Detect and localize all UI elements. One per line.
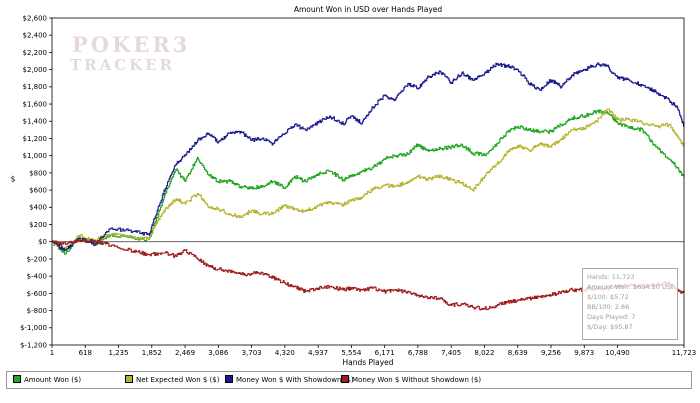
y-tick-label: $1,800 — [23, 83, 48, 91]
y-tick-label: $2,400 — [23, 32, 48, 40]
y-tick-label: $800 — [29, 169, 47, 177]
x-tick-label: 1 — [50, 349, 54, 357]
legend-item-amount-won[interactable]: Amount Won ($) — [13, 375, 81, 385]
x-tick-label: 6,788 — [408, 349, 428, 357]
info-days-played: Days Played: 7 — [587, 313, 636, 321]
x-tick-label: 1,235 — [109, 349, 129, 357]
y-tick-label: $1,400 — [23, 118, 48, 126]
legend-label-net-expected: Net Expected Won $ ($) — [136, 376, 220, 384]
x-tick-label: 6,171 — [375, 349, 395, 357]
legend-label-amount-won: Amount Won ($) — [24, 376, 82, 384]
x-tick-label: 1,852 — [142, 349, 162, 357]
x-axis-title: Hands Played — [342, 358, 393, 367]
info-per-day: $/Day: $95.87 — [587, 323, 633, 331]
x-tick-label: 3,086 — [208, 349, 229, 357]
y-tick-label: $-1,000 — [20, 324, 47, 332]
y-tick-label: $400 — [29, 204, 47, 212]
y-tick-label: $2,000 — [23, 66, 48, 74]
legend-swatch-with-showdown — [225, 375, 233, 383]
y-tick-label: $2,600 — [23, 14, 48, 22]
series-line-net-expected-won — [52, 108, 685, 251]
amount-won-chart: $-1,200 $-1,000 $-800 $-600 $-400 $-200 $0 $200… — [11, 5, 697, 367]
y-tick-label: $2,200 — [23, 49, 48, 57]
legend-label-with-showdown: Money Won $ With Showdown ($) — [236, 376, 354, 384]
y-tick-label: $600 — [29, 187, 47, 195]
x-tick-label: 8,022 — [474, 349, 494, 357]
plot-border — [51, 17, 685, 346]
y-tick-label: $-200 — [27, 255, 47, 263]
x-tick-label: 3,703 — [242, 349, 262, 357]
y-tick-label: $-600 — [27, 290, 47, 298]
info-bb-100: BB/100: 2.86 — [587, 303, 630, 311]
legend-swatch-amount-won — [13, 375, 21, 383]
x-tick-label: 5,554 — [341, 349, 362, 357]
x-axis: 1 618 1,235 1,852 2,469 3,086 3,703 4,320 4,937 5… — [50, 345, 696, 357]
chart-title: Amount Won in USD over Hands Played — [294, 5, 443, 14]
legend-label-without-showdown: Money Won $ Without Showdown ($) — [352, 376, 482, 384]
info-hands: Hands: 11,723 — [587, 273, 635, 281]
watermark-tracker-text: TRACKER — [70, 56, 176, 74]
x-tick-label: 2,469 — [175, 349, 195, 357]
y-axis-title: $ — [11, 175, 16, 184]
info-amount-won: Amount Won: $634.10 USD — [587, 283, 673, 291]
y-tick-label: $-400 — [27, 273, 47, 281]
y-tick-label: $200 — [29, 221, 47, 229]
x-tick-label: 7,405 — [441, 349, 461, 357]
y-tick-label: $1,000 — [23, 152, 48, 160]
legend-item-without-showdown[interactable]: Money Won $ Without Showdown ($) — [341, 375, 481, 385]
legend-item-with-showdown[interactable]: Money Won $ With Showdown ($) — [225, 375, 354, 385]
info-per-100: $/100: $5.72 — [587, 293, 629, 301]
watermark-poker-text: POKER3 — [72, 32, 191, 57]
chart-labels: Amount Won in USD over Hands Played Hands… — [11, 5, 443, 367]
y-tick-label: $-800 — [27, 307, 47, 315]
x-tick-label: 11,723 — [672, 349, 697, 357]
x-tick-label: 4,937 — [308, 349, 328, 357]
x-tick-label: 4,320 — [275, 349, 295, 357]
x-tick-label: 8,639 — [508, 349, 528, 357]
series-line-money-won-with-showdown — [52, 62, 685, 251]
series-line-amount-won — [52, 109, 685, 255]
legend-item-net-expected[interactable]: Net Expected Won $ ($) — [125, 375, 219, 385]
x-tick-label: 9,256 — [541, 349, 562, 357]
legend-swatch-without-showdown — [341, 375, 349, 383]
y-tick-label: $1,600 — [23, 100, 48, 108]
legend-swatch-net-expected — [125, 375, 133, 383]
x-tick-label: 9,873 — [574, 349, 594, 357]
chart-legend: Amount Won ($) Net Expected Won $ ($) Mo… — [6, 371, 692, 389]
plot-frame — [51, 17, 685, 346]
stats-info-box: Hands: 11,723 Amount Won: $634.10 USD $/… — [582, 268, 678, 340]
y-tick-label: $0 — [38, 238, 47, 246]
pokertracker-watermark: POKER3 TRACKER — [62, 32, 192, 82]
x-tick-label: 10,490 — [605, 349, 630, 357]
y-tick-label: $1,200 — [23, 135, 48, 143]
y-tick-label: $-1,200 — [20, 341, 47, 349]
x-tick-label: 618 — [79, 349, 92, 357]
y-axis: $-1,200 $-1,000 $-800 $-600 $-400 $-200 $0 $200… — [20, 14, 52, 349]
